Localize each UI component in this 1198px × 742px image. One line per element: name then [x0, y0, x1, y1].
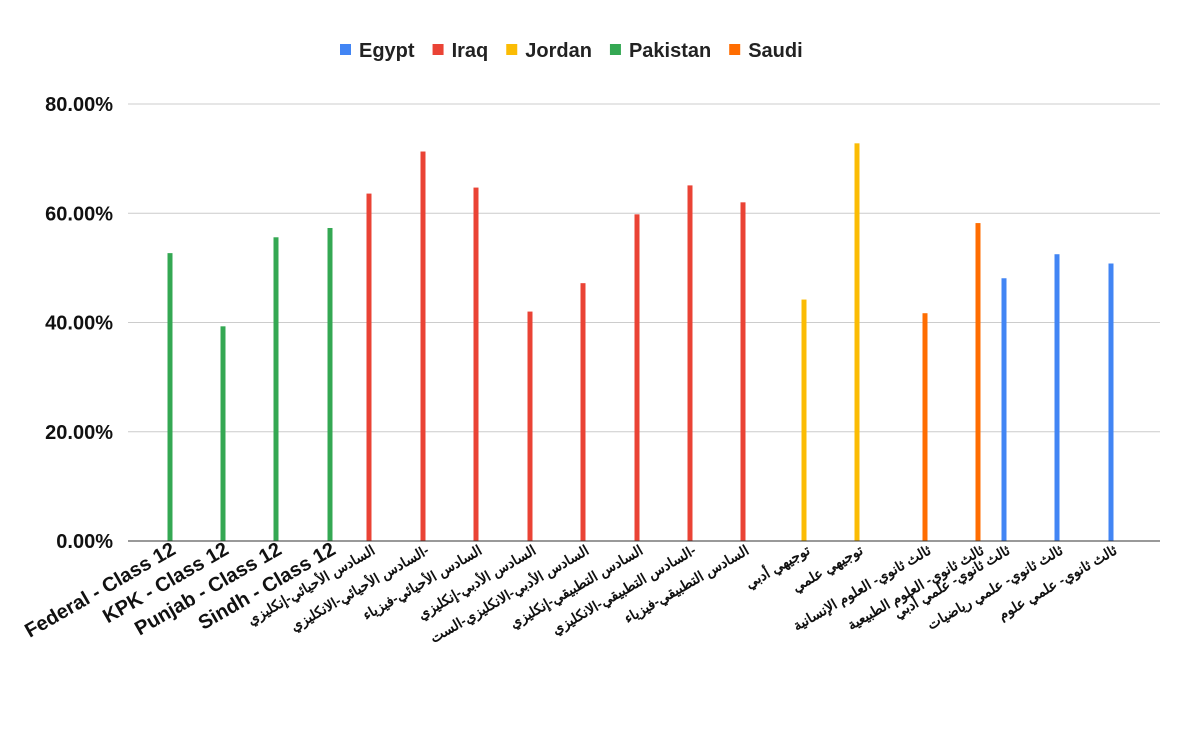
bar — [1054, 254, 1060, 541]
legend-swatch-egypt — [340, 44, 351, 55]
bar — [273, 237, 279, 541]
gridlines — [128, 103, 1160, 433]
legend: Egypt Iraq Jordan Pakistan Saudi — [340, 40, 803, 62]
y-tick-label: 20.00% — [45, 422, 113, 444]
bar — [327, 227, 333, 541]
bar — [220, 326, 226, 541]
legend-label-iraq: Iraq — [452, 40, 489, 62]
legend-swatch-iraq — [432, 44, 444, 55]
bar — [975, 223, 981, 541]
bar — [801, 299, 807, 541]
legend-swatch-pakistan — [609, 44, 621, 55]
bars — [167, 143, 1114, 542]
bar — [366, 193, 372, 541]
bar — [527, 311, 533, 541]
bar — [687, 185, 693, 542]
legend-label-jordan: Jordan — [525, 40, 592, 62]
y-tick-label: 60.00% — [45, 203, 113, 225]
legend-label-egypt: Egypt — [359, 40, 415, 62]
y-axis: 0.00% 20.00% 40.00% 60.00% 80.00% — [45, 94, 113, 553]
y-tick-label: 80.00% — [45, 94, 113, 116]
legend-swatch-jordan — [506, 44, 518, 55]
bar — [580, 283, 586, 541]
bar — [1001, 278, 1007, 541]
bar — [473, 187, 479, 542]
bar — [740, 202, 746, 541]
legend-label-pakistan: Pakistan — [629, 40, 711, 62]
legend-swatch-saudi — [729, 44, 741, 55]
y-tick-label: 0.00% — [56, 531, 113, 553]
bar — [420, 151, 426, 541]
bar — [854, 143, 860, 541]
bar — [1108, 263, 1114, 541]
y-tick-label: 40.00% — [45, 313, 113, 335]
bar — [167, 253, 173, 541]
bar — [922, 313, 928, 541]
legend-label-saudi: Saudi — [748, 40, 802, 62]
bar — [634, 214, 640, 541]
